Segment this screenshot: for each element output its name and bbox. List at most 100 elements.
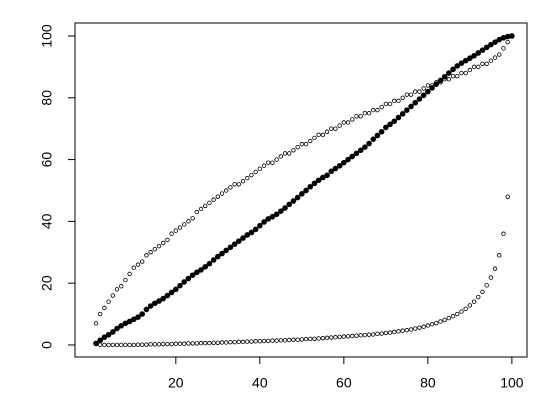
point: [429, 83, 435, 88]
point: [152, 246, 158, 252]
point: [206, 260, 213, 267]
point: [144, 253, 149, 258]
y-tick-label: 40: [39, 213, 55, 229]
point: [336, 162, 343, 169]
point: [215, 253, 221, 260]
point: [168, 289, 175, 296]
point: [392, 98, 397, 104]
point: [165, 341, 170, 347]
point: [320, 335, 326, 341]
point: [454, 63, 461, 69]
point: [189, 272, 196, 278]
point: [290, 198, 297, 204]
point: [316, 336, 321, 341]
point: [509, 33, 515, 39]
point: [257, 166, 263, 172]
point: [245, 339, 250, 344]
point: [408, 103, 414, 110]
point: [480, 61, 485, 66]
point: [396, 98, 401, 104]
point: [93, 321, 99, 326]
point: [425, 323, 431, 328]
point: [366, 332, 372, 337]
point: [123, 277, 128, 283]
point: [240, 178, 246, 184]
point: [303, 141, 309, 147]
point: [417, 325, 422, 330]
point: [413, 326, 418, 331]
point: [148, 250, 153, 255]
point: [416, 96, 423, 102]
point: [400, 328, 405, 333]
point: [156, 342, 162, 347]
point: [131, 316, 137, 323]
point: [308, 138, 313, 144]
point: [450, 66, 456, 73]
y-tick-label: 20: [39, 275, 55, 291]
point: [185, 275, 192, 282]
point: [383, 124, 389, 131]
point: [299, 337, 305, 342]
point: [371, 107, 376, 113]
point: [110, 293, 116, 298]
point: [198, 340, 204, 346]
point: [173, 341, 179, 346]
point: [324, 335, 330, 341]
point: [387, 330, 393, 335]
point: [476, 64, 481, 70]
point: [501, 231, 506, 236]
point: [278, 208, 284, 214]
point: [244, 232, 251, 238]
point: [354, 333, 359, 338]
point: [358, 333, 363, 338]
point: [261, 338, 267, 344]
point: [404, 92, 410, 97]
point: [219, 191, 225, 196]
point: [332, 165, 339, 172]
point: [404, 327, 410, 333]
point: [362, 144, 368, 151]
point: [329, 335, 334, 340]
point: [106, 342, 111, 348]
point: [169, 341, 174, 347]
point: [492, 39, 498, 45]
point: [467, 55, 473, 62]
point: [98, 311, 103, 317]
point: [345, 334, 351, 339]
point: [434, 80, 439, 85]
point: [102, 342, 107, 348]
point: [400, 95, 405, 100]
point: [455, 311, 460, 317]
point: [156, 298, 162, 304]
x-tick-label: 20: [168, 375, 184, 391]
point: [291, 148, 296, 153]
point: [114, 287, 120, 292]
point: [253, 339, 258, 344]
point: [350, 117, 355, 122]
point: [366, 111, 372, 116]
point: [182, 341, 187, 346]
point: [198, 206, 204, 212]
point: [462, 57, 469, 64]
point: [488, 275, 494, 280]
point: [119, 284, 124, 289]
point: [186, 341, 191, 346]
point: [131, 342, 137, 348]
point: [282, 151, 288, 156]
point: [324, 129, 330, 134]
point: [459, 309, 464, 314]
point: [194, 269, 200, 276]
point: [450, 314, 456, 319]
point: [392, 329, 397, 335]
point: [207, 200, 212, 206]
point: [395, 114, 402, 121]
point: [488, 41, 494, 48]
point: [282, 205, 288, 211]
point: [98, 342, 103, 347]
point: [219, 250, 225, 257]
point: [253, 169, 258, 175]
point: [265, 216, 272, 222]
point: [102, 305, 107, 311]
point: [505, 194, 510, 199]
point: [391, 118, 398, 125]
